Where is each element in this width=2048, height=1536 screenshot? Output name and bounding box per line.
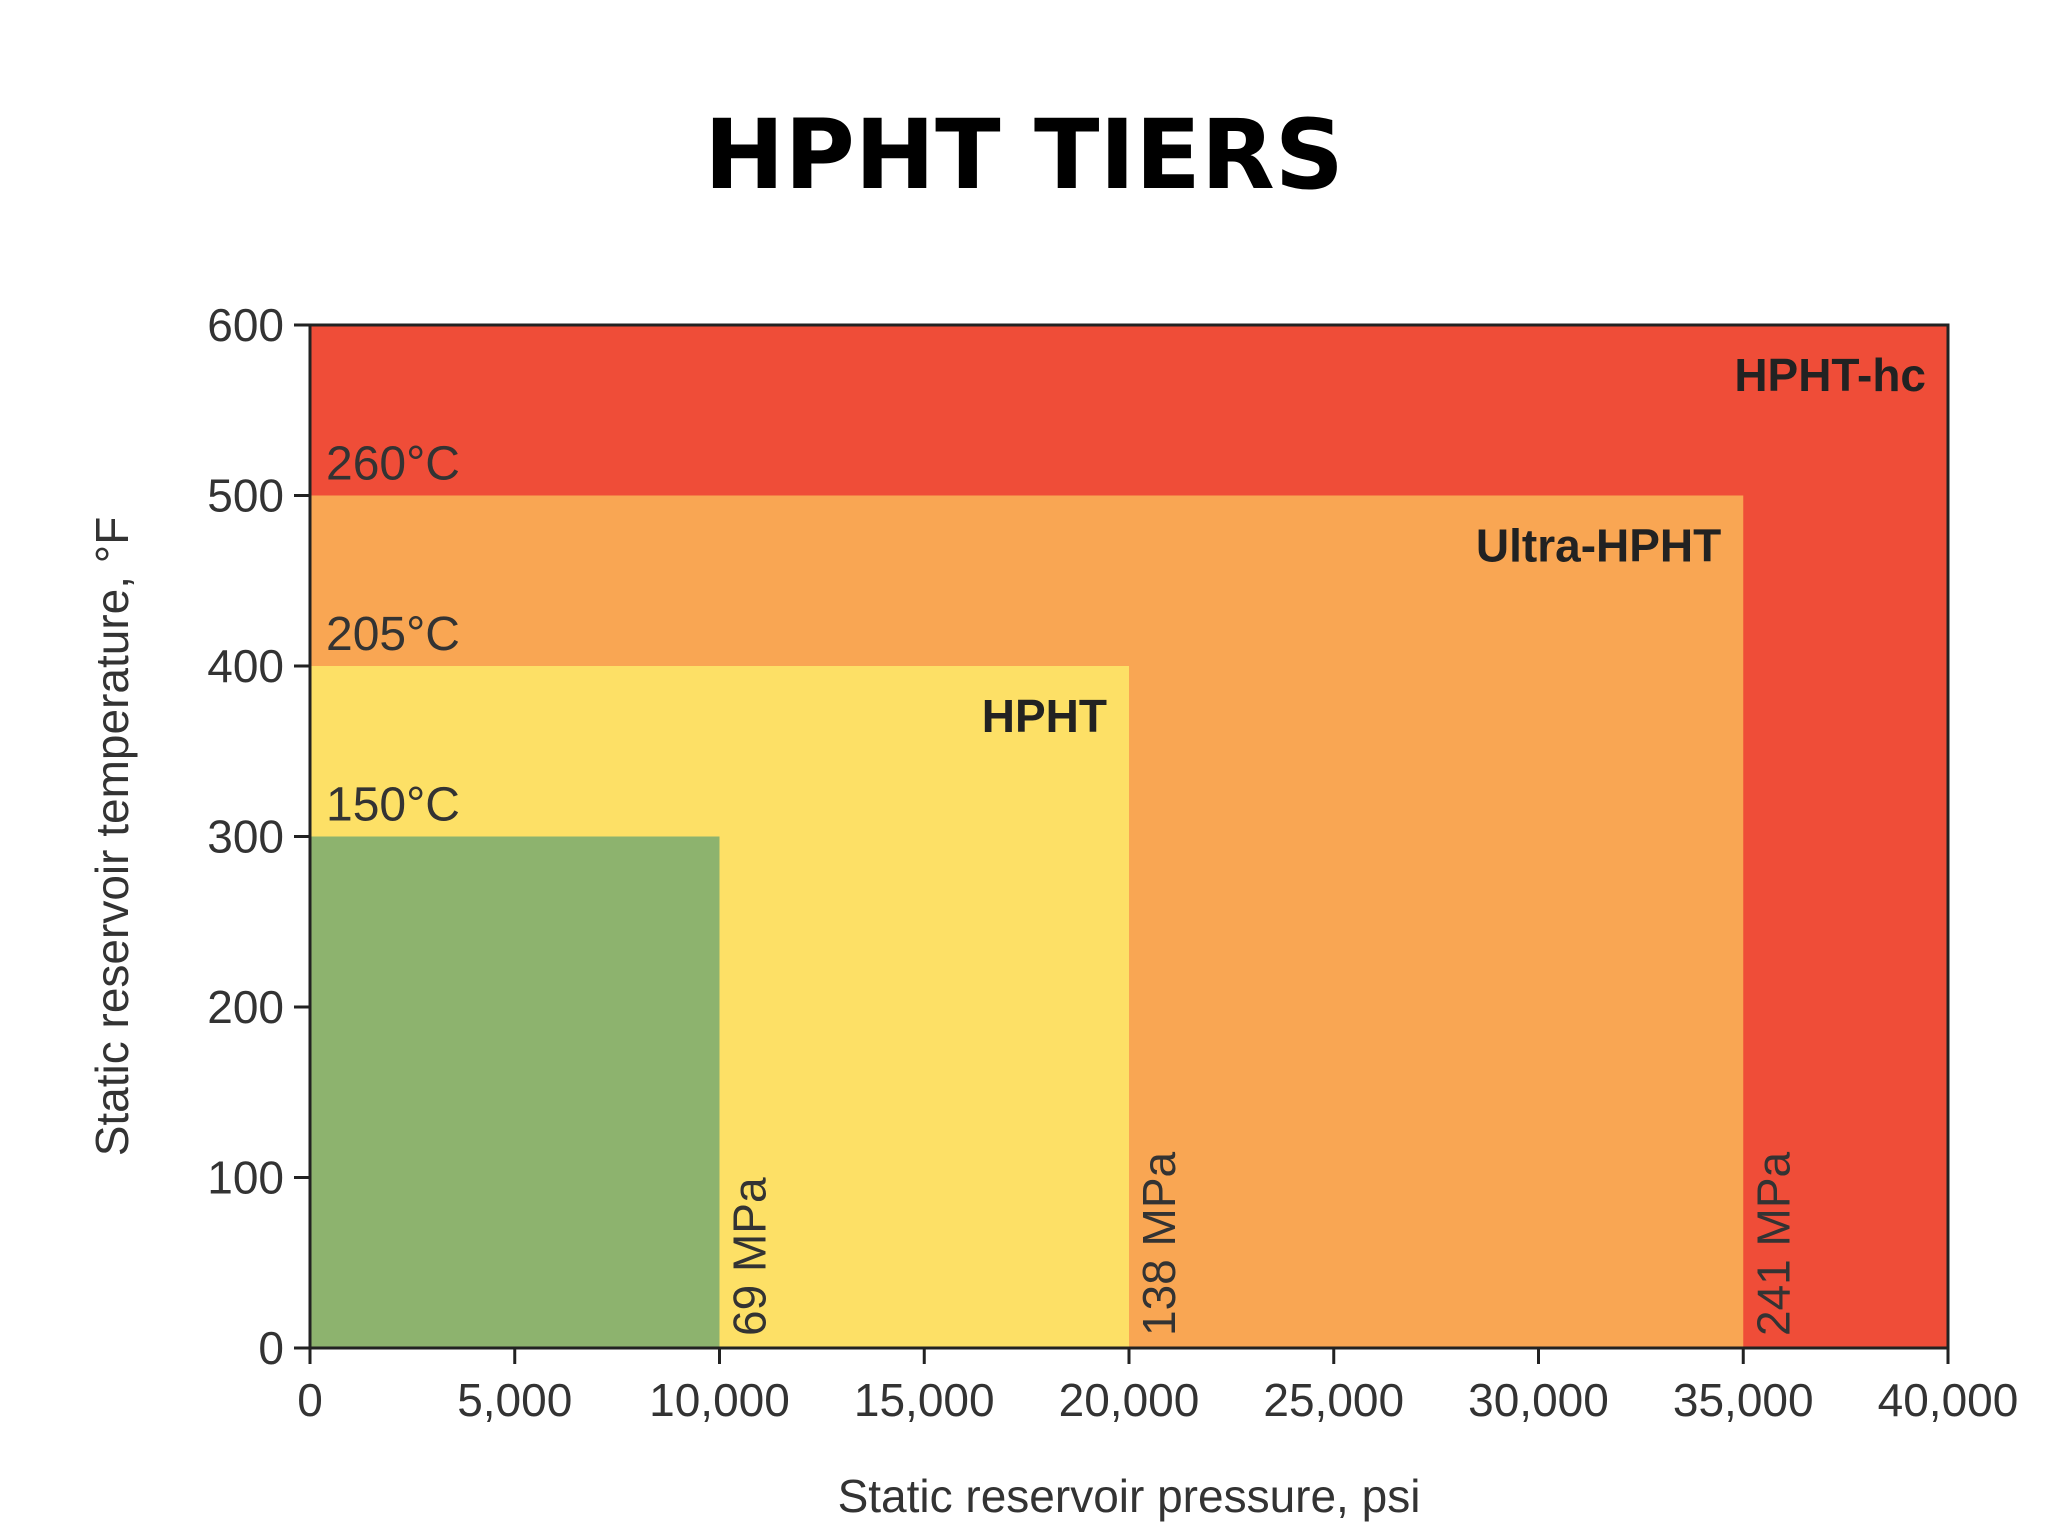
x-tick-label: 5,000 (457, 1374, 572, 1426)
pressure-annotation-241-mpa: 241 MPa (1747, 1151, 1799, 1336)
temp-annotation-260-c: 260°C (326, 438, 460, 491)
annotations: 260°C 205°C 150°C 69 MPa 138 MPa 241 MPa (326, 438, 1799, 1337)
temp-annotation-205-c: 205°C (326, 608, 460, 661)
axes: 0 5,000 10,000 15,000 20,000 25,000 30,000 35,0… (86, 299, 2018, 1522)
y-tick-label: 400 (207, 640, 284, 692)
x-tick-label: 10,000 (649, 1374, 790, 1426)
y-tick-label: 200 (207, 981, 284, 1033)
temp-annotation-150-c: 150°C (326, 779, 460, 832)
pressure-annotation-138-mpa: 138 MPa (1133, 1151, 1185, 1336)
y-tick-label: 0 (258, 1322, 284, 1374)
tier-regions: HPHT-hc Ultra-HPHT HPHT (310, 325, 1948, 1348)
page-title: HPHT TIERS (704, 99, 1344, 211)
x-tick-label: 30,000 (1468, 1374, 1609, 1426)
y-tick-label: 300 (207, 811, 284, 863)
tier-label-ultra-hpht: Ultra-HPHT (1476, 520, 1721, 572)
tier-label-hpht: HPHT (982, 690, 1107, 742)
region-conventional (310, 836, 720, 1348)
y-tick-label: 500 (207, 470, 284, 522)
x-tick-label: 15,000 (854, 1374, 995, 1426)
tier-label-hpht-hc: HPHT-hc (1734, 349, 1926, 401)
x-tick-label: 20,000 (1059, 1374, 1200, 1426)
pressure-annotation-69-mpa: 69 MPa (724, 1177, 776, 1336)
y-tick-label: 600 (207, 299, 284, 351)
x-tick-label: 25,000 (1263, 1374, 1404, 1426)
x-tick-label: 35,000 (1673, 1374, 1814, 1426)
x-axis-title: Static reservoir pressure, psi (838, 1470, 1421, 1522)
y-tick-label: 100 (207, 1152, 284, 1204)
y-axis-title: Static reservoir temperature, °F (86, 517, 138, 1157)
x-tick-label: 40,000 (1878, 1374, 2019, 1426)
x-tick-label: 0 (297, 1374, 323, 1426)
